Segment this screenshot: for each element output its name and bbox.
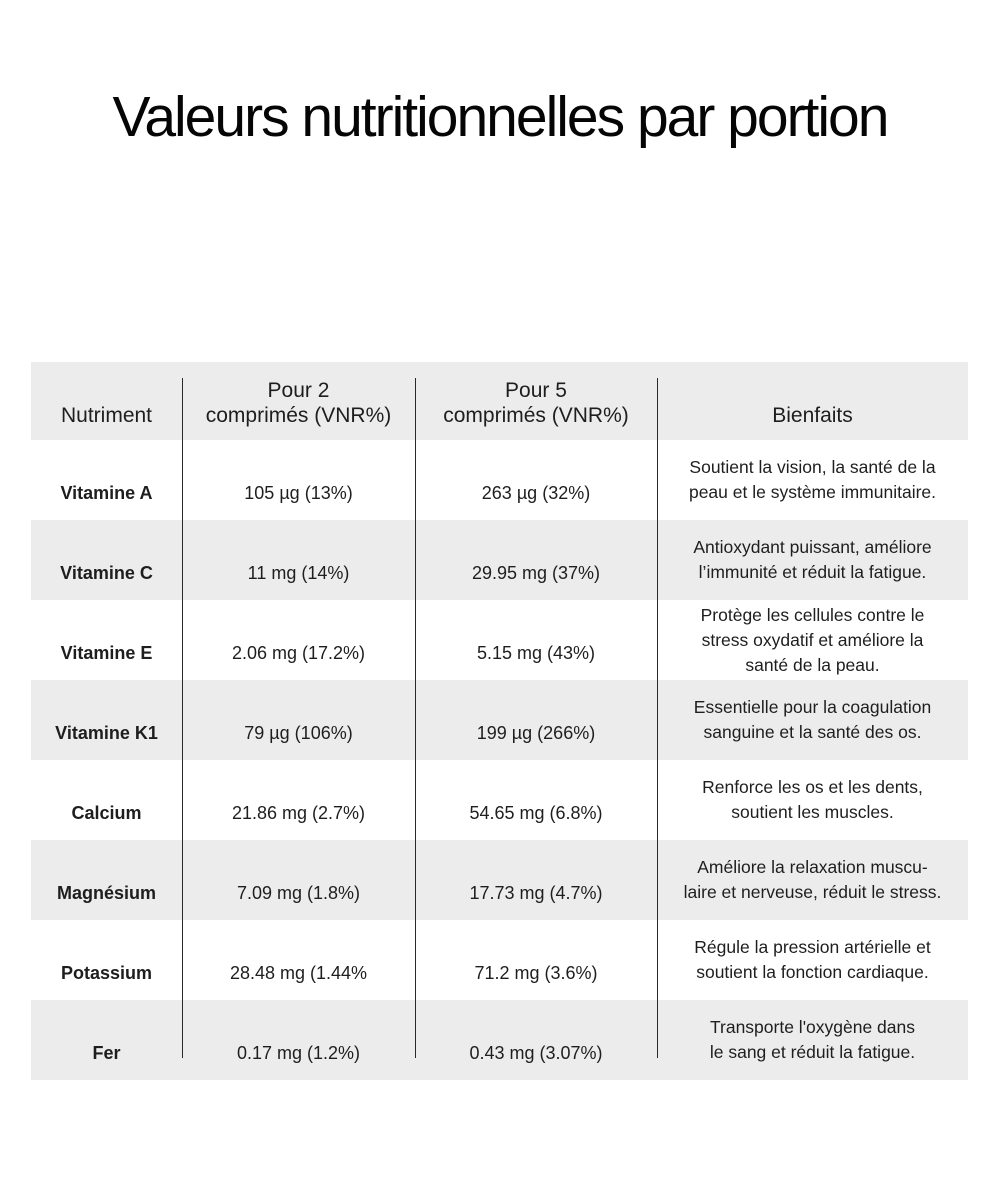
table-body: Vitamine A 105 µg (13%) 263 µg (32%) Sou… <box>31 440 968 1080</box>
table-row-calcium: Calcium 21.86 mg (2.7%) 54.65 mg (6.8%) … <box>31 760 968 840</box>
per5-value: 263 µg (32%) <box>481 483 591 503</box>
table-row-vitamine-c: Vitamine C 11 mg (14%) 29.95 mg (37%) An… <box>31 520 968 600</box>
per5-value: 54.65 mg (6.8%) <box>469 803 603 823</box>
nutrient-name: Vitamine A <box>60 483 153 503</box>
per5-value: 5.15 mg (43%) <box>476 643 596 663</box>
table-row-fer: Fer 0.17 mg (1.2%) 0.43 mg (3.07%) Trans… <box>31 1000 968 1080</box>
per2-value: 28.48 mg (1.44% <box>229 963 368 983</box>
nutrient-name: Magnésium <box>56 883 157 903</box>
benefit-text: Renforce les os et les dents, soutient l… <box>702 777 923 822</box>
table-row-vitamine-e: Vitamine E 2.06 mg (17.2%) 5.15 mg (43%)… <box>31 600 968 680</box>
per2-value: 2.06 mg (17.2%) <box>231 643 366 663</box>
column-divider-1 <box>182 378 183 1058</box>
table-row-vitamine-a: Vitamine A 105 µg (13%) 263 µg (32%) Sou… <box>31 440 968 520</box>
per2-value: 21.86 mg (2.7%) <box>231 803 366 823</box>
per5-value: 0.43 mg (3.07%) <box>469 1043 603 1063</box>
header-per5-comprimes: Pour 5 comprimés (VNR%) <box>443 379 629 427</box>
nutrient-name: Vitamine C <box>60 563 153 583</box>
benefit-text: Essentielle pour la coagulation sanguine… <box>693 697 932 742</box>
nutrition-table: Nutriment Pour 2 comprimés (VNR%) Pour 5… <box>31 362 968 1080</box>
benefit-text: Améliore la relaxation muscu- laire et n… <box>683 857 942 902</box>
nutrient-name: Vitamine E <box>60 643 153 663</box>
benefit-text: Soutient la vision, la santé de la peau … <box>688 457 937 502</box>
benefit-text: Protège les cellules contre le stress ox… <box>700 604 925 675</box>
header-benefits: Bienfaits <box>772 404 853 427</box>
benefit-text: Transporte l'oxygène dans le sang et réd… <box>709 1017 916 1062</box>
per2-value: 7.09 mg (1.8%) <box>236 883 361 903</box>
benefit-text: Antioxydant puissant, améliore l’immunit… <box>693 537 932 582</box>
header-per2-comprimes: Pour 2 comprimés (VNR%) <box>205 379 392 427</box>
per2-value: 0.17 mg (1.2%) <box>236 1043 361 1063</box>
per2-value: 105 µg (13%) <box>244 483 353 503</box>
nutrient-name: Potassium <box>60 963 153 983</box>
table-row-magnesium: Magnésium 7.09 mg (1.8%) 17.73 mg (4.7%)… <box>31 840 968 920</box>
per2-value: 79 µg (106%) <box>244 723 353 743</box>
column-divider-3 <box>657 378 658 1058</box>
table-header-row: Nutriment Pour 2 comprimés (VNR%) Pour 5… <box>31 362 968 440</box>
nutrient-name: Vitamine K1 <box>55 723 158 743</box>
per5-value: 71.2 mg (3.6%) <box>474 963 598 983</box>
table-row-vitamine-k1: Vitamine K1 79 µg (106%) 199 µg (266%) E… <box>31 680 968 760</box>
page-title: Valeurs nutritionnelles par portion <box>112 85 890 149</box>
nutrient-name: Fer <box>92 1043 121 1063</box>
per5-value: 29.95 mg (37%) <box>471 563 601 583</box>
per2-value: 11 mg (14%) <box>247 563 350 583</box>
per5-value: 199 µg (266%) <box>476 723 596 743</box>
table-row-potassium: Potassium 28.48 mg (1.44% 71.2 mg (3.6%)… <box>31 920 968 1000</box>
benefit-text: Régule la pression artérielle et soutien… <box>694 937 931 982</box>
nutrient-name: Calcium <box>71 803 142 823</box>
header-nutrient: Nutriment <box>60 404 153 427</box>
column-divider-2 <box>415 378 416 1058</box>
per5-value: 17.73 mg (4.7%) <box>469 883 603 903</box>
